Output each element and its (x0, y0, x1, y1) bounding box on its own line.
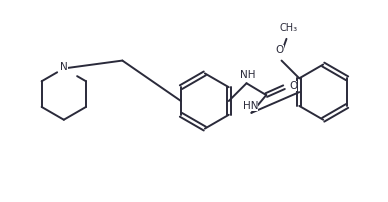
Text: O: O (275, 45, 284, 55)
Text: O: O (289, 81, 297, 91)
Text: HN: HN (243, 101, 258, 111)
Text: NH: NH (240, 70, 255, 80)
Text: N: N (60, 62, 68, 73)
Text: CH₃: CH₃ (279, 23, 298, 33)
